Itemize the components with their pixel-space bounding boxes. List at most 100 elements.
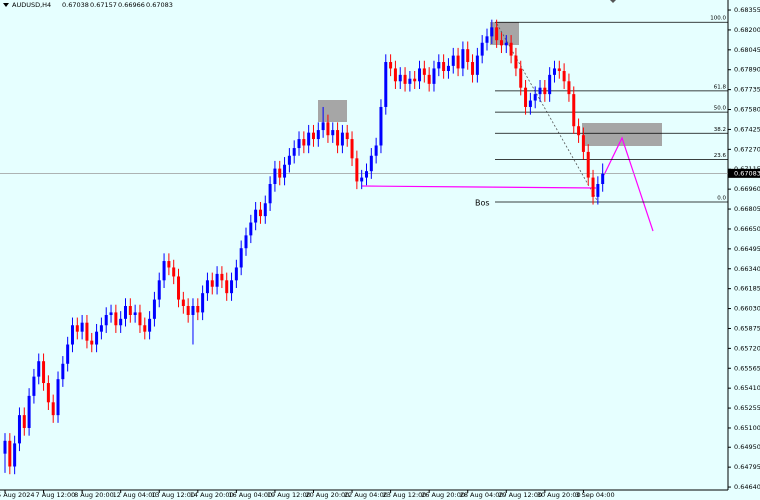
y-tick-label: 0.67735 (734, 86, 760, 94)
x-tick-label: 26 Aug 20:00 (421, 491, 465, 499)
y-tick-label: 0.64795 (734, 463, 760, 471)
candle-body (225, 280, 229, 294)
last-price-box (728, 168, 760, 178)
candle-body (340, 132, 344, 146)
candle-body (389, 62, 393, 69)
candle-body (586, 151, 590, 178)
x-tick-label: 19 Aug 12:00 (267, 491, 311, 499)
y-tick-label: 0.68355 (734, 6, 760, 14)
candle-body (509, 42, 513, 56)
candle-body (524, 87, 528, 107)
candle-body (418, 68, 422, 82)
candle-body (210, 280, 214, 287)
y-tick-label: 0.65100 (734, 424, 760, 432)
candle-body (548, 74, 552, 95)
candle-body (70, 325, 74, 345)
candle-body (471, 62, 475, 75)
candle-body (157, 280, 161, 300)
candle-body (403, 74, 407, 84)
fib-label: 23.6 (714, 153, 727, 159)
y-tick-label: 0.65720 (734, 344, 760, 352)
y-tick-label: 0.65875 (734, 324, 760, 332)
header-value: 0.67157 (90, 1, 117, 9)
y-tick-label: 0.68045 (734, 46, 760, 54)
candle-body (109, 312, 113, 315)
candle-body (365, 171, 368, 178)
candle-body (61, 363, 65, 380)
y-tick-label: 0.64640 (734, 483, 760, 491)
header-value: 0.66966 (118, 1, 145, 9)
candle-body (172, 267, 176, 277)
candle-body (37, 361, 41, 377)
candle-body (355, 158, 359, 182)
candle-body (557, 68, 561, 72)
header-value: 0.67083 (146, 1, 173, 9)
candle-body (331, 130, 335, 136)
candle-body (350, 139, 354, 159)
candle-body (360, 177, 364, 182)
candle-body (17, 415, 21, 444)
candle-body (148, 318, 152, 332)
y-tick-label: 0.67890 (734, 66, 760, 74)
candle-body (167, 261, 171, 268)
candle-body (567, 81, 571, 95)
candle-body (307, 132, 311, 146)
fib-label: 0.0 (717, 195, 726, 201)
candle-body (504, 42, 508, 46)
fib-label: 38.2 (714, 127, 726, 133)
candle-body (51, 402, 55, 416)
candle-body (3, 440, 7, 454)
x-tick-label: 13 Aug 12:00 (151, 491, 195, 499)
candle-body (46, 383, 50, 403)
candle-body (287, 155, 291, 165)
candle-body (442, 62, 446, 72)
menu-icon[interactable] (3, 3, 9, 7)
x-tick-label: 16 Aug 04:00 (228, 491, 272, 499)
y-tick-label: 0.66960 (734, 185, 760, 193)
candle-body (408, 78, 412, 84)
x-tick-label: 22 Aug 04:00 (344, 491, 388, 499)
x-tick-label: 12 Aug 04:00 (113, 491, 157, 499)
candle-body (22, 415, 26, 428)
fib-label: 50.0 (714, 106, 727, 112)
candle-body (302, 139, 306, 146)
candle-body (143, 325, 147, 332)
y-tick-label: 0.66185 (734, 285, 760, 293)
candle-body (413, 78, 417, 82)
x-tick-label: 3 Sep 04:00 (575, 491, 614, 499)
candle-body (186, 305, 190, 315)
candle-body (66, 344, 70, 364)
candle-body (152, 299, 156, 319)
candle-body (528, 100, 532, 107)
shift-marker (610, 0, 616, 3)
candle-body (316, 130, 320, 140)
candle-body (480, 42, 484, 56)
order-block (582, 123, 662, 146)
candle-body (519, 68, 523, 88)
candle-body (220, 273, 224, 281)
fib-label: 61.8 (714, 84, 727, 90)
candle-body (8, 440, 12, 467)
y-tick-label: 0.67425 (734, 125, 760, 133)
candle-body (254, 209, 258, 223)
candle-body (562, 71, 566, 82)
candle-body (533, 94, 537, 101)
candle-body (326, 122, 330, 136)
candle-body (446, 65, 450, 72)
candle-body (133, 312, 137, 315)
candle-body (138, 312, 142, 326)
candle-body (104, 314, 108, 326)
candle-body (345, 132, 349, 140)
candle-body (292, 148, 296, 156)
candle-body (485, 36, 489, 43)
y-tick-label: 0.68200 (734, 26, 760, 34)
x-tick-label: 8 Aug 20:00 (74, 491, 114, 499)
candle-body (99, 325, 103, 332)
candle-body (124, 305, 127, 319)
order-block (490, 22, 519, 45)
candle-body (538, 87, 542, 95)
y-tick-label: 0.64950 (734, 443, 760, 451)
candle-body (297, 139, 301, 149)
header-value: 0.67038 (62, 1, 89, 9)
